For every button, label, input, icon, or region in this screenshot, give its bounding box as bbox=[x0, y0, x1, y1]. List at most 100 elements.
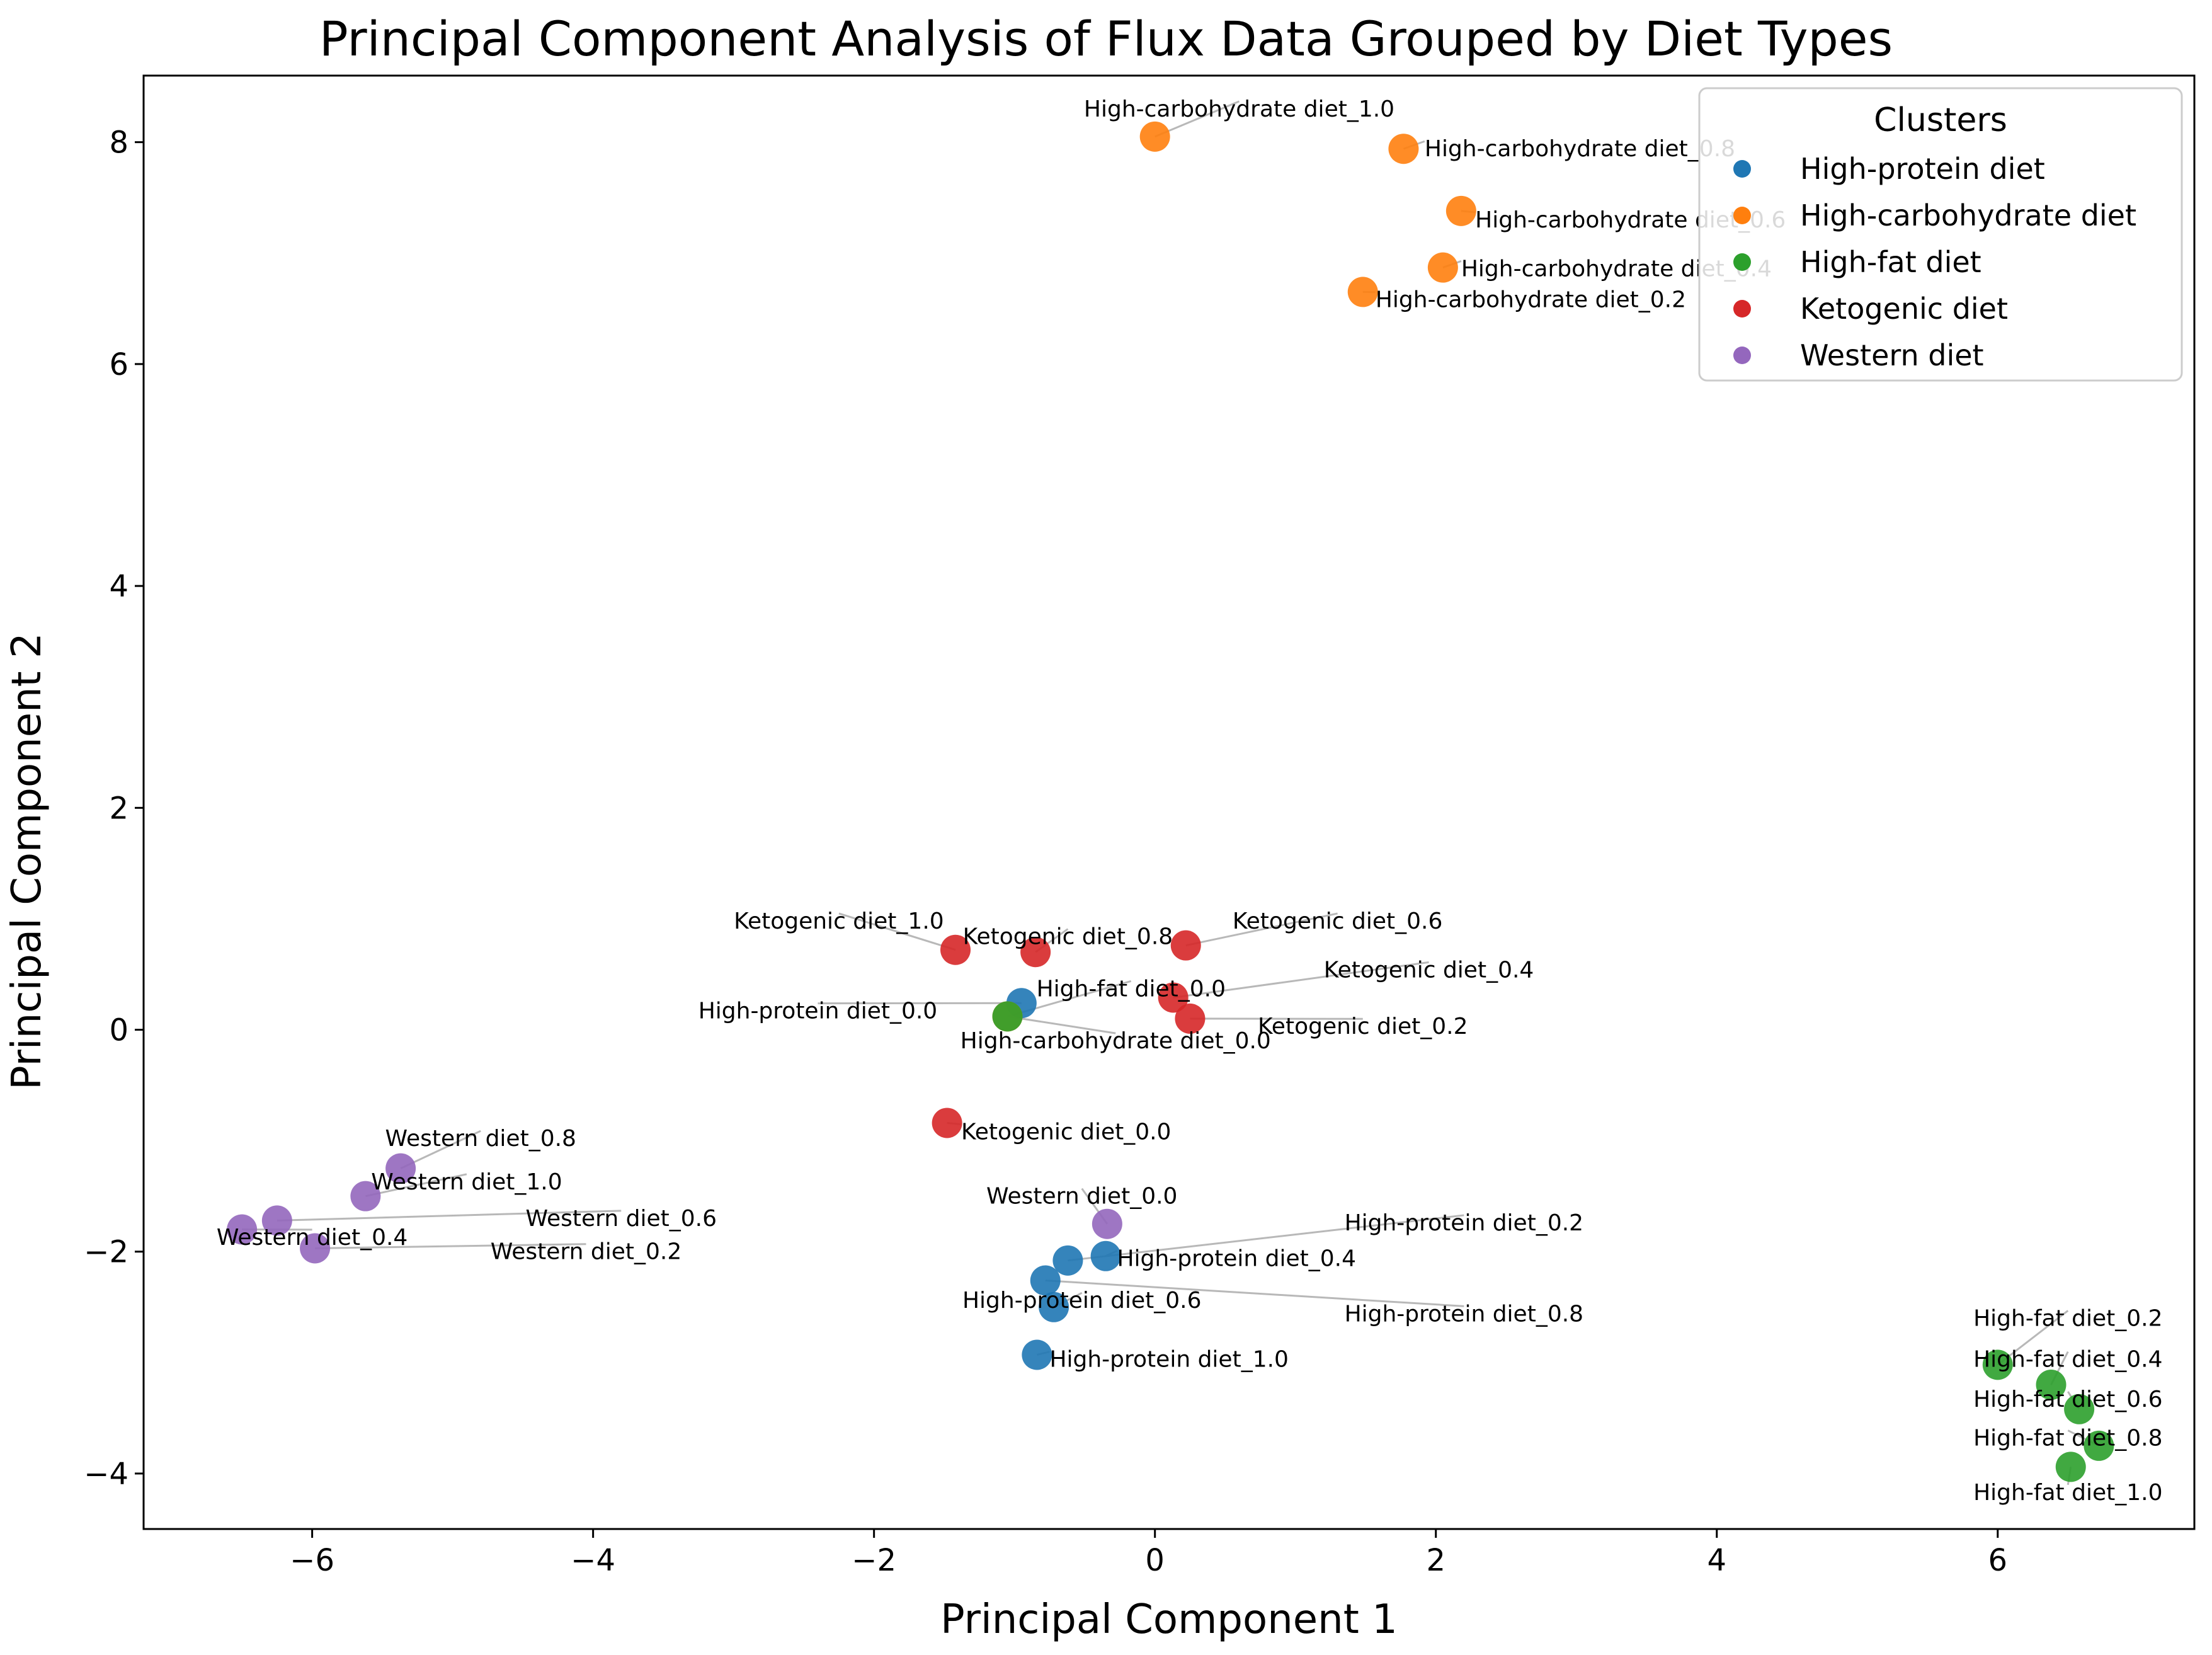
point-label: Western diet_0.4 bbox=[217, 1225, 408, 1251]
y-axis-label: Principal Component 2 bbox=[4, 633, 50, 1090]
legend-box bbox=[1698, 87, 2183, 382]
point-label: High-fat diet_0.6 bbox=[1973, 1387, 2162, 1412]
point-label: Western diet_0.0 bbox=[986, 1184, 1177, 1210]
x-tick-label: −2 bbox=[852, 1543, 896, 1578]
legend-marker bbox=[1733, 160, 1751, 178]
scatter-point: High-fat diet_0.4 bbox=[2036, 1370, 2067, 1400]
annotation-connector bbox=[315, 1243, 586, 1249]
scatter-point: Western diet_0.2 bbox=[300, 1233, 331, 1264]
point-label: Western diet_0.8 bbox=[385, 1126, 576, 1152]
scatter-point: High-fat diet_0.6 bbox=[2064, 1394, 2095, 1424]
y-tick-label: 8 bbox=[109, 125, 128, 161]
scatter-point: High-protein diet_0.6 bbox=[1030, 1265, 1061, 1296]
point-label: High-protein diet_0.8 bbox=[1345, 1301, 1584, 1327]
annotation-connector bbox=[276, 1210, 622, 1222]
x-tick-label: 2 bbox=[1426, 1543, 1445, 1578]
scatter-point: Western diet_0.4 bbox=[227, 1214, 258, 1245]
legend-marker bbox=[1733, 207, 1751, 224]
x-tick-label: −6 bbox=[290, 1543, 334, 1578]
point-label: Western diet_0.2 bbox=[491, 1239, 681, 1265]
scatter-point: Ketogenic diet_1.0 bbox=[940, 934, 971, 965]
scatter-point: Ketogenic diet_0.4 bbox=[1158, 982, 1189, 1013]
point-label: High-protein diet_0.6 bbox=[962, 1288, 1202, 1314]
data-points: High-protein diet_0.0 High-protein diet_0… bbox=[227, 121, 2114, 1482]
annotation-connector bbox=[1154, 100, 1240, 138]
x-tick-label: −4 bbox=[571, 1543, 615, 1578]
point-label: Ketogenic diet_0.8 bbox=[963, 924, 1173, 950]
scatter-point: High-carbohydrate diet_0.2 bbox=[1347, 277, 1378, 307]
point-label: Ketogenic diet_0.4 bbox=[1324, 957, 1534, 983]
point-label: High-protein diet_1.0 bbox=[1049, 1347, 1289, 1373]
chart-title: Principal Component Analysis of Flux Dat… bbox=[319, 11, 1893, 67]
legend-entry-label: High-carbohydrate diet bbox=[1800, 198, 2136, 232]
legend-marker bbox=[1733, 346, 1751, 364]
scatter-point: High-carbohydrate diet_1.0 bbox=[1139, 121, 1170, 152]
scatter-point: High-protein diet_0.2 bbox=[1052, 1245, 1083, 1276]
point-label: High-carbohydrate diet_0.2 bbox=[1376, 287, 1686, 313]
y-tick-label: −4 bbox=[84, 1457, 128, 1492]
scatter-point: High-fat diet_0.0 bbox=[992, 1001, 1023, 1032]
point-label: High-carbohydrate diet_1.0 bbox=[1084, 96, 1394, 122]
annotation-connector bbox=[1045, 1280, 1464, 1307]
scatter-point: Western diet_1.0 bbox=[350, 1181, 381, 1211]
y-tick-label: −2 bbox=[84, 1235, 128, 1270]
point-label: High-protein diet_0.0 bbox=[698, 999, 938, 1024]
x-tick-label: 0 bbox=[1145, 1543, 1165, 1578]
scatter-point: Ketogenic diet_0.0 bbox=[932, 1108, 962, 1138]
x-tick-label: 4 bbox=[1707, 1543, 1726, 1578]
x-axis-label: Principal Component 1 bbox=[940, 1596, 1398, 1643]
legend-entry-label: Ketogenic diet bbox=[1800, 292, 2008, 326]
legend-marker bbox=[1733, 300, 1751, 318]
scatter-point: High-protein diet_0.4 bbox=[1090, 1240, 1121, 1271]
scatter-point: High-carbohydrate diet_0.4 bbox=[1427, 252, 1458, 283]
legend-title: Clusters bbox=[1874, 101, 2007, 139]
annotation-connector bbox=[1185, 912, 1338, 947]
annotation-connector bbox=[1007, 1015, 1116, 1034]
scatter-point: Western diet_0.0 bbox=[1092, 1208, 1122, 1239]
plot-frame bbox=[142, 74, 2196, 1530]
scatter-point: Western diet_0.8 bbox=[385, 1153, 416, 1184]
y-axis-ticks: −4 −2 0 2 4 6 8 bbox=[84, 125, 144, 1492]
point-label: High-fat diet_0.8 bbox=[1973, 1426, 2162, 1452]
annotation-connector bbox=[838, 912, 956, 951]
scatter-point: High-protein diet_0.8 bbox=[1039, 1291, 1069, 1322]
point-label: Western diet_1.0 bbox=[371, 1169, 562, 1195]
y-tick-label: 0 bbox=[109, 1013, 128, 1048]
x-tick-label: 6 bbox=[1988, 1543, 2008, 1578]
scatter-point: High-fat diet_0.2 bbox=[1982, 1349, 2013, 1380]
legend: Clusters High-protein diet High-carbohydr… bbox=[1698, 87, 2183, 382]
point-label: High-carbohydrate diet_0.8 bbox=[1425, 136, 1735, 162]
point-label: Western diet_0.6 bbox=[526, 1206, 717, 1232]
legend-entry-label: High-fat diet bbox=[1800, 245, 1981, 279]
x-axis-ticks: −6 −4 −2 0 2 4 6 bbox=[290, 1529, 2007, 1578]
point-label: High-protein diet_0.2 bbox=[1345, 1210, 1584, 1236]
annotation-connector bbox=[1068, 1214, 1464, 1262]
point-label: High-fat diet_0.0 bbox=[1037, 976, 1226, 1002]
point-label: Ketogenic diet_0.6 bbox=[1233, 908, 1443, 934]
point-label: High-fat diet_1.0 bbox=[1973, 1480, 2162, 1506]
point-label: High-fat diet_0.4 bbox=[1973, 1347, 2162, 1373]
legend-entry-label: High-protein diet bbox=[1800, 152, 2045, 186]
point-label: Ketogenic diet_1.0 bbox=[734, 908, 944, 934]
point-label: Ketogenic diet_0.2 bbox=[1258, 1014, 1468, 1039]
scatter-point: High-fat diet_1.0 bbox=[2055, 1452, 2086, 1482]
point-labels: High-carbohydrate diet_1.0High-carbohydr… bbox=[217, 96, 2163, 1506]
y-tick-label: 2 bbox=[109, 791, 128, 826]
scatter-point: High-carbohydrate diet_0.8 bbox=[1388, 134, 1419, 164]
scatter-point: Ketogenic diet_0.2 bbox=[1175, 1003, 1206, 1034]
point-label: Ketogenic diet_0.0 bbox=[961, 1120, 1172, 1145]
point-label: High-protein diet_0.4 bbox=[1117, 1246, 1356, 1271]
y-tick-label: 4 bbox=[109, 569, 128, 604]
legend-marker bbox=[1733, 253, 1751, 271]
annotation-connector bbox=[365, 1173, 467, 1198]
annotation-connector bbox=[1173, 961, 1429, 999]
y-tick-label: 6 bbox=[109, 347, 128, 382]
point-label: High-carbohydrate diet_0.0 bbox=[961, 1028, 1271, 1054]
scatter-point: Western diet_0.6 bbox=[261, 1205, 292, 1236]
scatter-point: High-carbohydrate diet_0.6 bbox=[1445, 195, 1476, 226]
scatter-point: High-fat diet_0.8 bbox=[2084, 1430, 2114, 1461]
point-label: High-fat diet_0.2 bbox=[1973, 1305, 2162, 1331]
scatter-point: High-protein diet_1.0 bbox=[1022, 1339, 1052, 1370]
scatter-point: Ketogenic diet_0.6 bbox=[1170, 930, 1201, 961]
